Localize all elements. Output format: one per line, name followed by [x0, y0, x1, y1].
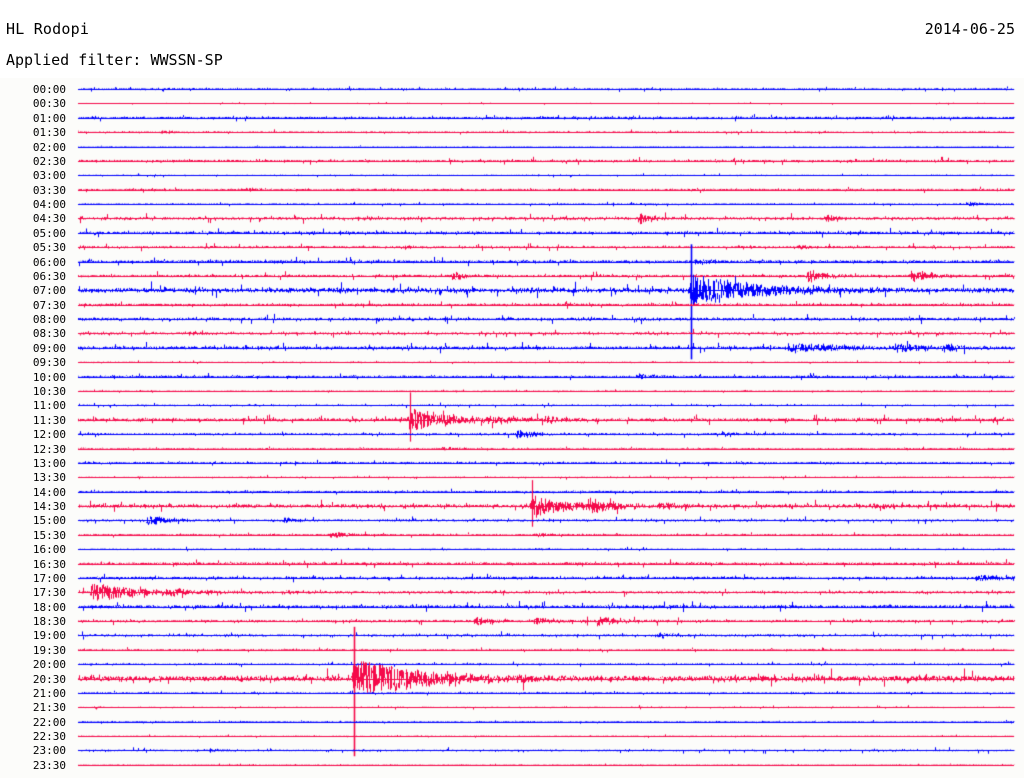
time-tick-0130: 01:30 [32, 126, 66, 140]
time-tick-2130: 21:30 [32, 701, 66, 715]
time-tick-1200: 12:00 [32, 428, 66, 442]
time-tick-0200: 02:00 [32, 140, 66, 154]
time-tick-1300: 13:00 [32, 456, 66, 470]
time-tick-0500: 05:00 [32, 226, 66, 240]
time-tick-2000: 20:00 [32, 658, 66, 672]
time-tick-0530: 05:30 [32, 241, 66, 255]
helicorder-plot [0, 78, 1024, 778]
time-tick-1400: 14:00 [32, 485, 66, 499]
time-tick-2030: 20:30 [32, 672, 66, 686]
time-tick-0700: 07:00 [32, 284, 66, 298]
time-tick-0230: 02:30 [32, 154, 66, 168]
time-tick-1800: 18:00 [32, 600, 66, 614]
time-tick-1000: 10:00 [32, 370, 66, 384]
time-tick-2300: 23:00 [32, 744, 66, 758]
time-axis-tick-labels: 00:00 00:30 01:00 01:30 02:00 02:30 03:00 03:30… [0, 78, 74, 778]
time-tick-1830: 18:30 [32, 615, 66, 629]
time-tick-0600: 06:00 [32, 255, 66, 269]
time-tick-2230: 22:30 [32, 730, 66, 744]
seismogram-traces-canvas [0, 78, 1024, 778]
time-tick-1500: 15:00 [32, 514, 66, 528]
time-tick-1100: 11:00 [32, 399, 66, 413]
time-tick-2200: 22:00 [32, 715, 66, 729]
applied-filter-label: Applied filter: WWSSN-SP [6, 51, 223, 69]
time-tick-0430: 04:30 [32, 212, 66, 226]
time-tick-0630: 06:30 [32, 269, 66, 283]
page-title: HL Rodopi [6, 20, 90, 38]
time-tick-1730: 17:30 [32, 586, 66, 600]
time-tick-0800: 08:00 [32, 313, 66, 327]
time-tick-1030: 10:30 [32, 384, 66, 398]
time-tick-2100: 21:00 [32, 686, 66, 700]
time-tick-0100: 01:00 [32, 111, 66, 125]
time-tick-0900: 09:00 [32, 341, 66, 355]
time-tick-1430: 14:30 [32, 500, 66, 514]
time-tick-0730: 07:30 [32, 298, 66, 312]
time-tick-1700: 17:00 [32, 571, 66, 585]
time-tick-1930: 19:30 [32, 643, 66, 657]
time-tick-0400: 04:00 [32, 198, 66, 212]
time-tick-1600: 16:00 [32, 543, 66, 557]
time-tick-0330: 03:30 [32, 183, 66, 197]
time-tick-1330: 13:30 [32, 471, 66, 485]
time-tick-1900: 19:00 [32, 629, 66, 643]
time-tick-0300: 03:00 [32, 169, 66, 183]
time-tick-0930: 09:30 [32, 356, 66, 370]
time-tick-0830: 08:30 [32, 327, 66, 341]
time-tick-0030: 00:30 [32, 97, 66, 111]
time-tick-1130: 11:30 [32, 413, 66, 427]
time-tick-2330: 23:30 [32, 758, 66, 772]
recording-date: 2014-06-25 [924, 20, 1015, 38]
time-tick-0000: 00:00 [32, 83, 66, 96]
time-tick-1230: 12:30 [32, 442, 66, 456]
time-tick-1630: 16:30 [32, 557, 66, 571]
time-tick-1530: 15:30 [32, 528, 66, 542]
